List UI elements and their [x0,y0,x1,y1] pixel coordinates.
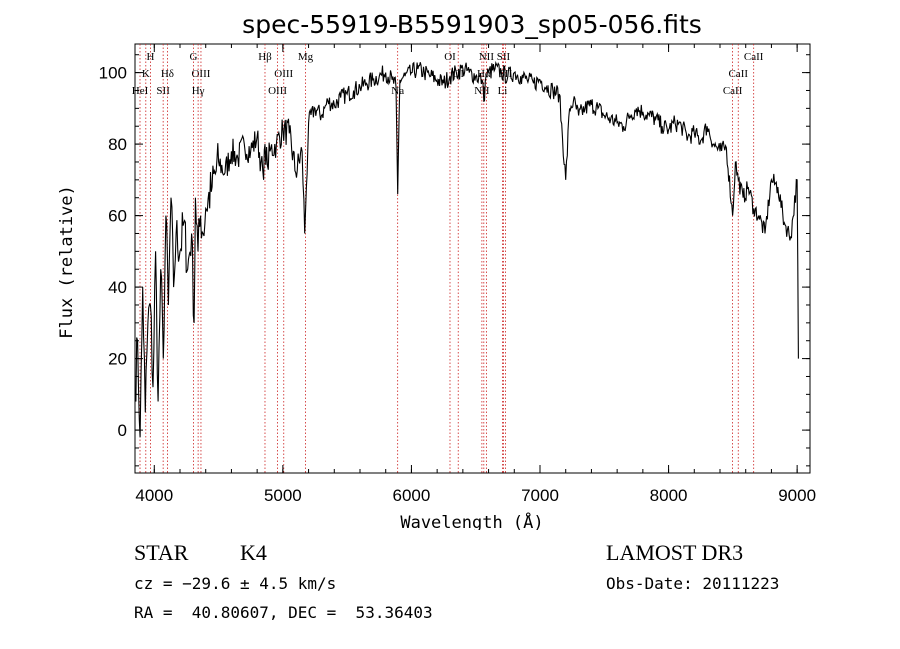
object-subclass: K4 [240,540,267,565]
y-tick-label: 20 [108,350,127,369]
spectral-line-label: Mg [298,51,314,63]
x-tick-label: 4000 [135,486,173,505]
spectral-line-label: CaII [723,85,743,97]
spectral-line-label: K [142,68,150,80]
spectral-line-label: Hγ [192,85,205,97]
coordinates: RA = 40.80607, DEC = 53.36403 [134,603,433,622]
spectral-line-label: SII [497,51,511,63]
spectral-line-label: OIII [191,68,210,80]
spectral-line-label: H [146,51,154,63]
x-tick-label: 9000 [778,486,816,505]
y-tick-label: 40 [108,278,127,297]
chart-title: spec-55919-B5591903_sp05-056.fits [242,10,702,39]
redshift-value: cz = −29.6 ± 4.5 km/s [134,574,337,593]
spectrum-chart: spec-55919-B5591903_sp05-056.fits HK HeI S… [57,10,816,530]
x-tick-label: 5000 [264,486,302,505]
x-axis-label: Wavelength (Å) [400,511,543,530]
axis-ticks: 4000 5000 6000 7000 8000 9000 0 20 40 60 80 100 [99,44,816,505]
spectral-line-label: OIII [274,68,293,80]
observation-date: Obs-Date: 20111223 [606,574,780,593]
y-tick-label: 60 [108,207,127,226]
spectrum-series-line [134,60,799,438]
spectral-line-label: OI [444,51,456,63]
x-tick-label: 6000 [393,486,431,505]
plot-frame [134,43,811,474]
survey-name: LAMOST DR3 [606,540,744,565]
spectral-line-label: Li [498,85,508,97]
x-tick-label: 7000 [521,486,559,505]
spectral-line-label: Na [391,85,404,97]
spectral-line-label: NII [474,85,490,97]
object-class: STAR [134,540,189,565]
y-tick-label: 0 [118,421,127,440]
spectral-line-label: SII [156,85,170,97]
spectral-line-label: OIII [268,85,287,97]
spectral-line-label: CaII [728,68,748,80]
spectral-line-label: CaII [744,51,764,63]
spectral-line-label: NII [479,51,495,63]
spectral-line-label: Hβ [258,51,272,63]
y-tick-label: 100 [99,64,127,83]
y-tick-label: 80 [108,135,127,154]
y-axis-label: Flux (relative) [57,185,77,339]
spectral-line-label: Hδ [161,68,174,80]
x-tick-label: 8000 [650,486,688,505]
spectral-line-label: HeI [132,85,149,97]
spectral-line-label: G [190,51,198,63]
